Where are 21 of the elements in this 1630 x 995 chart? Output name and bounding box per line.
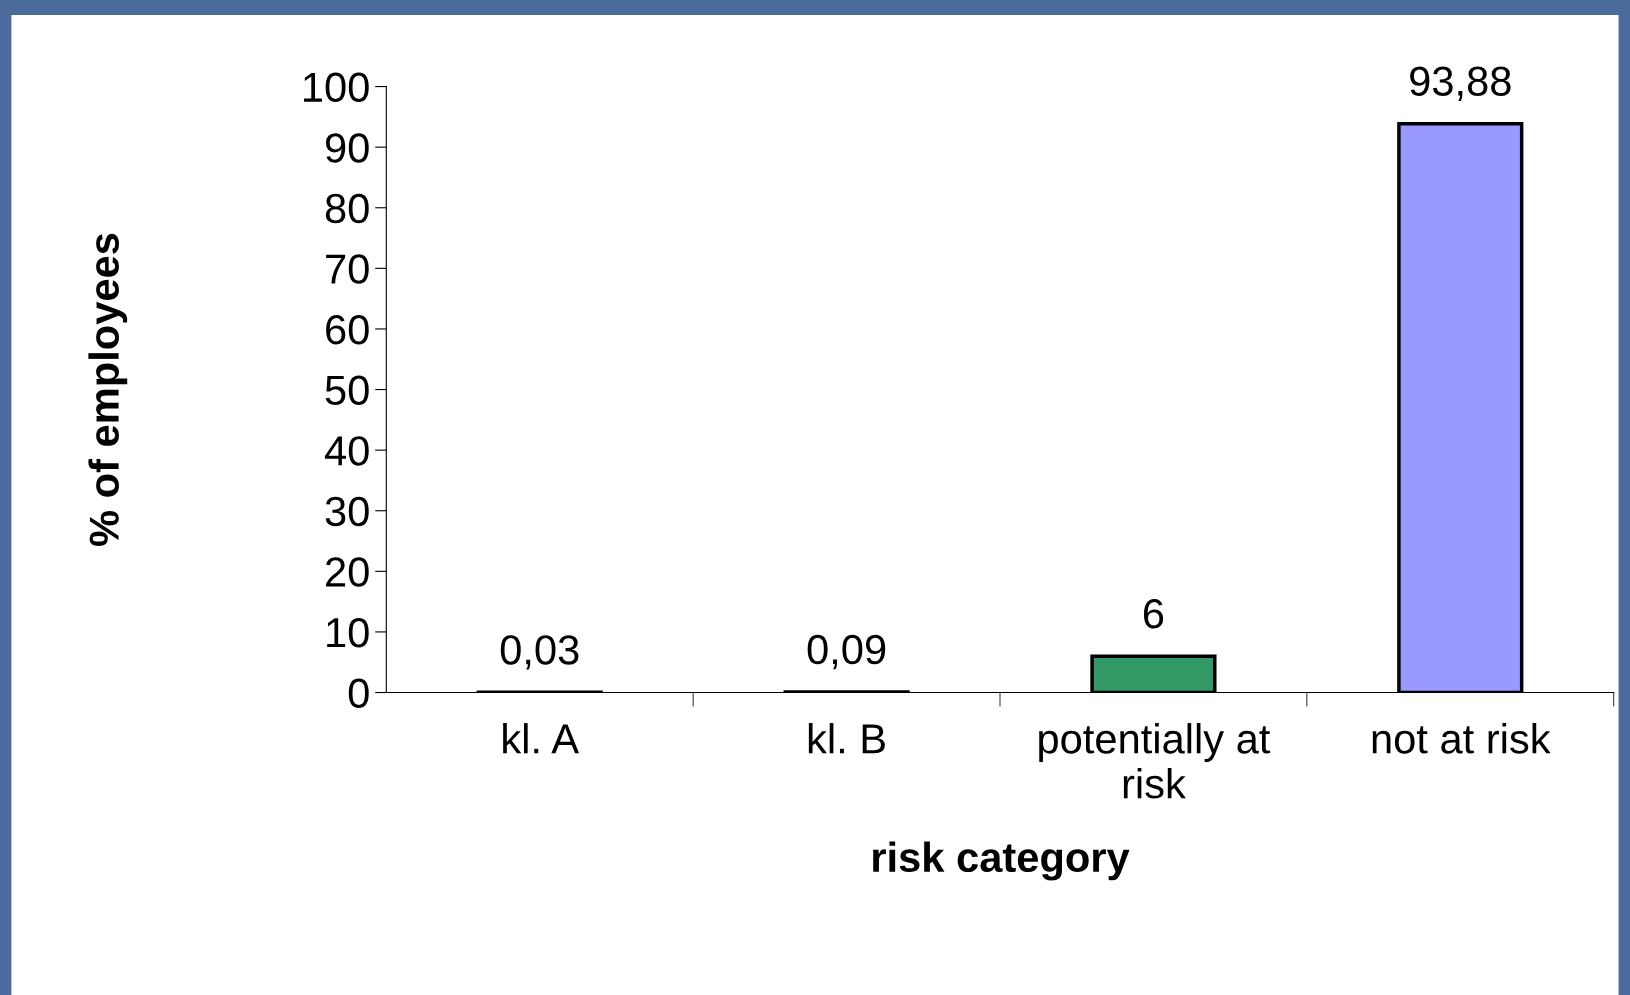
- x-tick-label: kl. B: [808, 723, 885, 754]
- x-tick-label: potentially at risk: [1039, 723, 1271, 799]
- data-label: 0,03: [500, 635, 579, 670]
- y-axis-title: % of employees: [88, 233, 128, 546]
- y-tick-label: 50: [325, 375, 369, 406]
- data-label: 93,88: [1410, 66, 1511, 101]
- y-tick-label: 10: [327, 617, 369, 648]
- y-tick-label: 80: [325, 193, 369, 224]
- x-axis-title: risk category: [873, 841, 1130, 881]
- x-tick-label: kl. A: [503, 723, 580, 754]
- y-tick-label: 20: [326, 557, 369, 587]
- y-tick-label: 40: [324, 436, 369, 466]
- y-tick-label: 90: [325, 133, 369, 163]
- y-tick-label: 70: [326, 254, 369, 284]
- y-tick-label: 100: [304, 72, 369, 103]
- y-tick-label: 60: [326, 314, 369, 345]
- y-tick-label: 0: [348, 678, 369, 709]
- data-label: 0,09: [807, 634, 886, 670]
- y-tick-label: 30: [325, 496, 369, 527]
- data-label: 6: [1143, 598, 1164, 629]
- x-tick-label: not at risk: [1372, 723, 1551, 754]
